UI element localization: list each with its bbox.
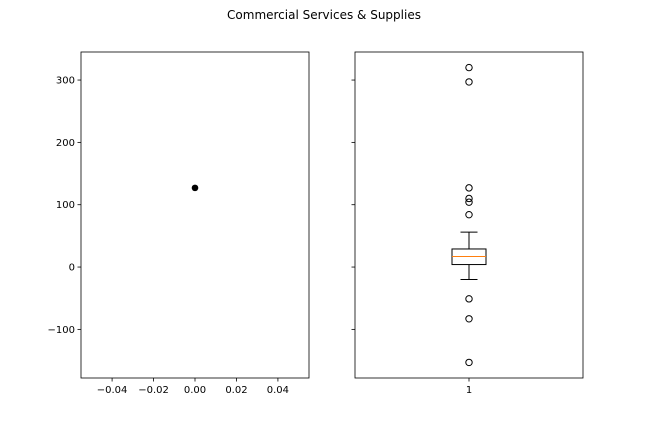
x-tick-label: 0.04 bbox=[267, 385, 289, 396]
boxplot-panel: 1 bbox=[351, 51, 584, 396]
x-tick-label: 0.02 bbox=[225, 385, 247, 396]
scatter-axes-frame bbox=[80, 51, 310, 379]
x-tick-label: −0.04 bbox=[97, 385, 128, 396]
y-tick-label: −100 bbox=[48, 325, 75, 336]
outlier-point bbox=[465, 198, 473, 206]
outlier-point bbox=[465, 358, 473, 367]
y-tick-label: 100 bbox=[56, 200, 75, 211]
outlier-point bbox=[465, 78, 473, 86]
outlier-point bbox=[465, 184, 473, 192]
y-tick-label: 200 bbox=[56, 138, 75, 149]
chart-title: Commercial Services & Supplies bbox=[227, 8, 421, 22]
outlier-point bbox=[465, 315, 473, 323]
scatter-point bbox=[191, 184, 199, 192]
x-tick-label: −0.02 bbox=[138, 385, 169, 396]
x-tick-label: 0.00 bbox=[184, 385, 206, 396]
outlier-point bbox=[465, 63, 473, 72]
outlier-point bbox=[465, 194, 473, 203]
scatter-panel: −100 0 100 200 300 −0.04 −0.02 0.00 0.02 0.04 bbox=[48, 51, 310, 396]
y-tick-label: 300 bbox=[56, 76, 75, 87]
y-tick-label: 0 bbox=[69, 263, 75, 274]
x-tick-label: 1 bbox=[466, 385, 472, 396]
outlier-point bbox=[465, 295, 473, 303]
boxplot-axes-frame bbox=[354, 51, 584, 379]
outlier-point bbox=[465, 210, 473, 219]
